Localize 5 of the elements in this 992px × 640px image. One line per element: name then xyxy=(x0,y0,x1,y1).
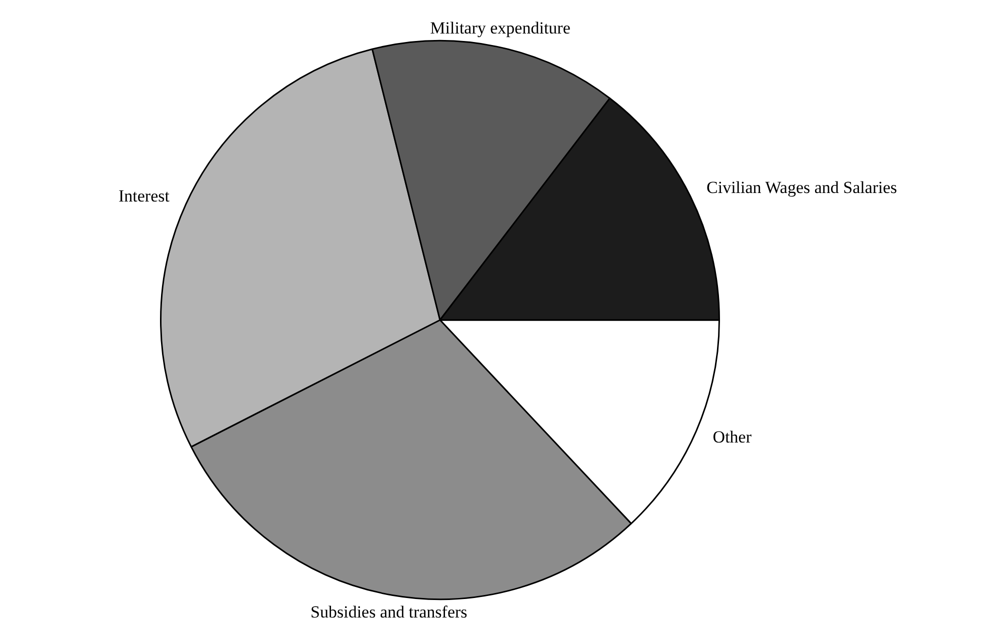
slice-label: Other xyxy=(712,428,752,447)
slice-label: Subsidies and transfers xyxy=(310,602,468,622)
slice-label: Interest xyxy=(118,186,170,206)
slice-label: Military expenditure xyxy=(430,18,570,38)
slice-label: Civilian Wages and Salaries xyxy=(706,178,898,197)
